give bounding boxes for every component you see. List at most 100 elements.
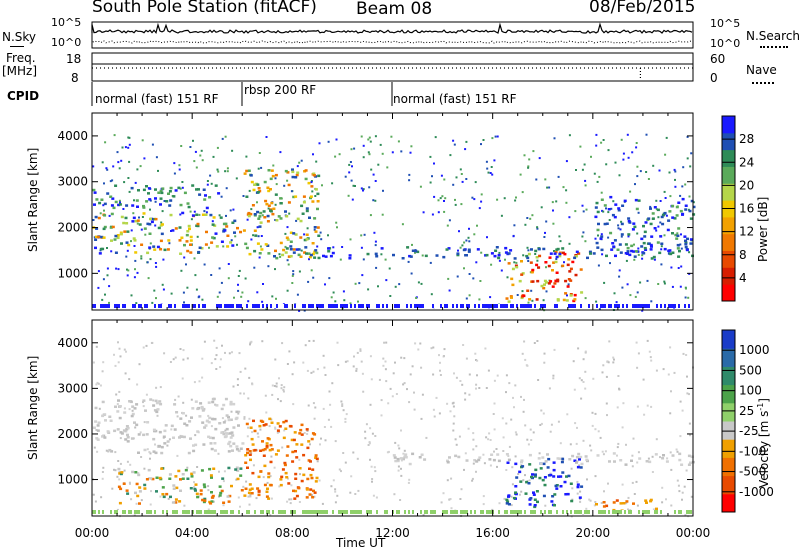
data-cell (315, 476, 319, 480)
scatter-cell (118, 347, 121, 350)
data-cell (248, 453, 252, 456)
ground-cell (180, 510, 182, 514)
scatter-cell (193, 381, 196, 384)
scatter-cell (595, 300, 598, 303)
ground-cell (602, 510, 604, 514)
scatter-cell (398, 447, 401, 450)
scatter-cell (258, 152, 261, 154)
velocity-data (92, 339, 695, 518)
data-cell (163, 248, 167, 252)
data-cell (257, 493, 261, 497)
data-cell (222, 421, 226, 424)
scatter-cell (563, 261, 565, 264)
scatter-cell (284, 232, 287, 235)
data-cell (666, 228, 670, 232)
scatter-cell (217, 170, 220, 173)
data-cell (163, 429, 167, 433)
ground-cell (132, 304, 134, 308)
scatter-cell (603, 490, 605, 493)
scatter-cell (275, 183, 278, 186)
data-cell (227, 442, 231, 446)
scatter-cell (212, 155, 215, 158)
scatter-cell (443, 348, 446, 351)
ground-cell (614, 510, 616, 514)
data-cell (305, 252, 308, 255)
data-cell (522, 294, 526, 298)
ground-cell (396, 510, 398, 514)
scatter-cell (161, 283, 164, 286)
ground-cell (292, 304, 294, 308)
scatter-cell (307, 280, 310, 283)
data-cell (563, 480, 567, 484)
scatter-cell (210, 425, 213, 428)
ground-cell (668, 304, 670, 308)
scatter-cell (168, 438, 171, 441)
colorbar-tick-label: 24 (739, 155, 754, 169)
scatter-cell (226, 167, 229, 170)
scatter-cell (321, 502, 324, 505)
scatter-cell (500, 269, 503, 272)
data-cell (170, 424, 174, 428)
scatter-cell (192, 139, 194, 142)
ground-cell (436, 304, 438, 308)
data-cell (311, 242, 315, 245)
ground-cell (268, 304, 270, 308)
data-cell (110, 204, 114, 207)
data-cell (309, 196, 312, 200)
data-cell (131, 412, 135, 416)
data-cell (327, 250, 331, 253)
scatter-cell (681, 185, 684, 188)
scatter-cell (688, 422, 691, 425)
scatter-cell (579, 490, 582, 493)
scatter-cell (274, 203, 277, 206)
ground-cell (382, 304, 384, 308)
data-cell (300, 443, 304, 446)
data-cell (227, 466, 231, 470)
scatter-cell (127, 269, 130, 272)
data-cell (202, 500, 206, 504)
data-cell (553, 252, 557, 255)
scatter-cell (605, 375, 608, 378)
scatter-cell (368, 441, 371, 444)
scatter-cell (555, 258, 558, 260)
data-cell (313, 491, 317, 494)
scatter-cell (178, 168, 181, 171)
data-cell (399, 457, 403, 460)
ground-cell (450, 510, 452, 514)
data-cell (551, 495, 555, 498)
data-cell (554, 484, 558, 488)
scatter-cell (452, 422, 455, 425)
ground-cell (264, 304, 266, 308)
scatter-cell (490, 166, 493, 168)
data-cell (558, 457, 562, 460)
scatter-cell (121, 146, 124, 149)
ground-cell (274, 304, 276, 308)
scatter-cell (181, 186, 184, 189)
scatter-cell (673, 371, 676, 374)
scatter-cell (473, 198, 476, 201)
scatter-cell (581, 204, 584, 207)
scatter-cell (607, 482, 609, 485)
scatter-cell (612, 200, 615, 203)
ground-cell (394, 510, 396, 514)
data-cell (313, 256, 317, 259)
x-tick-label: 20:00 (576, 526, 611, 540)
scatter-cell (606, 414, 608, 417)
scatter-cell (677, 267, 680, 269)
scatter-cell (113, 134, 116, 137)
ground-cell (208, 304, 210, 308)
scatter-cell (449, 154, 452, 157)
scatter-cell (368, 136, 371, 139)
data-cell (573, 298, 577, 301)
scatter-cell (231, 149, 234, 152)
ground-cell (270, 304, 272, 308)
data-cell (222, 432, 226, 436)
scatter-cell (118, 478, 121, 481)
ground-cell (688, 304, 690, 308)
data-cell (536, 279, 540, 283)
scatter-cell (498, 502, 501, 505)
scatter-cell (452, 139, 455, 142)
data-cell (295, 456, 299, 459)
data-cell (285, 247, 289, 250)
ground-cell (378, 304, 380, 308)
